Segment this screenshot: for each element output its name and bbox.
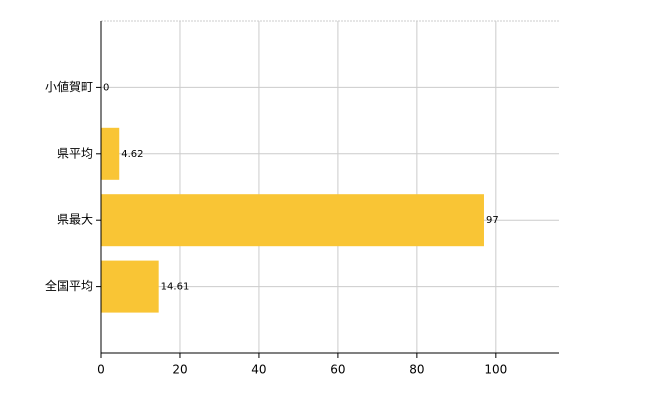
x-tick-label: 100 — [484, 363, 507, 377]
x-tick-label: 80 — [409, 363, 424, 377]
x-tick-label: 0 — [97, 363, 105, 377]
bar — [101, 260, 159, 313]
bar — [101, 127, 120, 180]
y-tick-label: 小値賀町 — [45, 79, 93, 94]
x-tick-label: 20 — [172, 363, 187, 377]
x-tick-label: 40 — [251, 363, 266, 377]
y-tick-label: 県最大 — [57, 213, 93, 227]
y-tick-label: 全国平均 — [45, 278, 93, 293]
y-tick-label: 県平均 — [57, 146, 93, 160]
bar — [101, 194, 484, 247]
value-label: 4.62 — [121, 149, 143, 160]
value-label: 0 — [103, 82, 109, 93]
value-label: 14.61 — [161, 282, 190, 293]
x-tick-label: 60 — [330, 363, 345, 377]
value-label: 97 — [486, 215, 499, 226]
